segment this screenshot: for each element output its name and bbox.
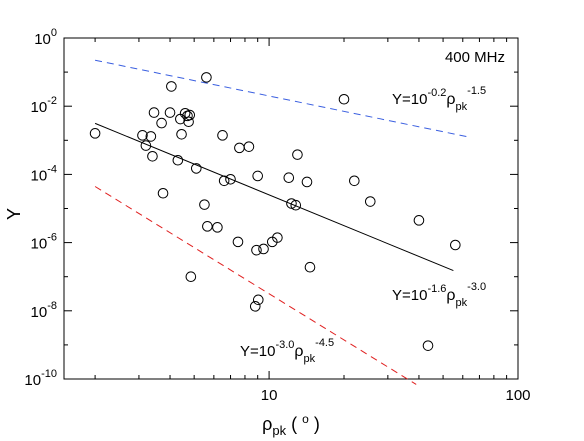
x-axis-label: ρpk ( o )	[262, 412, 320, 438]
formula-rho: ρ	[294, 343, 303, 360]
x-tick-label: 10	[261, 387, 278, 404]
fit-formula-label: Y=10-1.6ρpk -3.0	[392, 281, 486, 309]
x-axis-label-end: )	[309, 414, 320, 434]
data-point	[301, 176, 313, 188]
data-point	[157, 187, 169, 199]
formula-exponent: -1.6	[427, 283, 446, 295]
formula-power: -4.5	[315, 337, 334, 349]
data-point	[183, 116, 194, 128]
data-point	[232, 236, 244, 248]
formula-power: -1.5	[467, 85, 486, 97]
data-point	[290, 199, 302, 211]
data-point	[89, 128, 101, 139]
data-point	[338, 93, 350, 105]
data-point	[172, 154, 184, 166]
data-point	[199, 199, 210, 210]
x-axis-label-rest: (	[291, 414, 302, 434]
y-tick-exponent: -8	[47, 300, 57, 312]
dashed-fit-line	[94, 186, 417, 385]
data-point	[201, 72, 212, 83]
data-point	[145, 131, 157, 142]
formula-base: Y=10	[240, 343, 275, 360]
y-tick-exponent: -10	[41, 368, 57, 380]
data-point	[364, 196, 376, 207]
y-tick-base: 10	[31, 236, 48, 253]
formula-rho: ρ	[446, 91, 455, 108]
y-tick-label: 10-4	[31, 163, 57, 184]
data-point	[422, 340, 434, 351]
y-tick-exponent: -6	[47, 232, 57, 244]
data-point	[202, 221, 213, 232]
data-point	[185, 271, 197, 283]
fit-formula-label: Y=10-0.2ρpk -1.5	[392, 85, 486, 113]
data-point	[258, 243, 269, 255]
formula-base: Y=10	[392, 91, 427, 108]
formula-rho: ρ	[446, 287, 455, 304]
data-point	[252, 170, 263, 182]
formula-base: Y=10	[392, 287, 427, 304]
fit-lines	[94, 59, 469, 385]
data-point	[225, 173, 236, 185]
data-point	[304, 261, 316, 273]
formula-subscript: pk	[456, 297, 468, 309]
formula-exponent: -0.2	[427, 87, 446, 99]
y-tick-exponent: 0	[51, 27, 57, 39]
y-tick-label: 10-6	[31, 232, 57, 253]
data-point	[148, 107, 160, 118]
solid-fit-line	[94, 122, 454, 272]
data-point	[283, 172, 295, 184]
dashed-fit-line	[94, 59, 469, 138]
y-tick-label: 10-10	[24, 368, 57, 389]
y-tick-label: 10-8	[31, 300, 57, 321]
data-point	[286, 198, 297, 209]
y-tick-exponent: -4	[47, 163, 57, 175]
data-point	[252, 294, 264, 306]
data-point	[243, 141, 255, 152]
formula-subscript: pk	[304, 353, 316, 365]
data-point	[251, 244, 262, 256]
data-point	[450, 239, 461, 251]
y-tick-label: 10-2	[31, 95, 57, 116]
x-axis-label-sub: pk	[272, 423, 286, 438]
data-point	[164, 107, 176, 118]
data-point	[218, 175, 230, 187]
data-point	[176, 128, 187, 140]
data-point	[249, 301, 261, 312]
data-point	[156, 117, 167, 129]
axis-labels: 10 10010010-210-410-610-810-10Y=10-1.6ρpk…	[24, 27, 530, 404]
data-point	[349, 175, 360, 187]
data-point	[147, 150, 158, 162]
y-tick-label: 100	[34, 27, 57, 48]
y-tick-base: 10	[31, 99, 48, 116]
y-tick-base: 10	[24, 372, 41, 389]
data-point	[292, 149, 303, 160]
y-axis-label: Y	[4, 208, 24, 220]
x-axis-label-sup: o	[302, 412, 309, 426]
data-points	[89, 72, 461, 351]
x-tick-label: 100	[505, 387, 530, 404]
formula-power: -3.0	[467, 281, 486, 293]
y-tick-base: 10	[34, 31, 51, 48]
x-axis-label-main: ρ	[262, 414, 272, 434]
panel-label: 400 MHz	[445, 49, 505, 66]
formula-subscript: pk	[456, 101, 468, 113]
data-point	[190, 163, 202, 174]
data-point	[272, 232, 283, 243]
data-point	[140, 140, 152, 151]
data-point	[137, 130, 148, 141]
y-tick-base: 10	[31, 167, 48, 184]
data-point	[166, 81, 177, 92]
axis-ticks	[64, 37, 519, 380]
formula-exponent: -3.0	[275, 339, 294, 351]
y-tick-exponent: -2	[47, 95, 57, 107]
data-point	[212, 222, 223, 233]
data-point	[234, 142, 245, 154]
data-point	[184, 109, 196, 121]
data-point	[217, 130, 228, 141]
fit-formula-label: Y=10-3.0ρpk -4.5	[240, 337, 334, 365]
data-point	[413, 215, 425, 226]
y-tick-base: 10	[31, 304, 48, 321]
